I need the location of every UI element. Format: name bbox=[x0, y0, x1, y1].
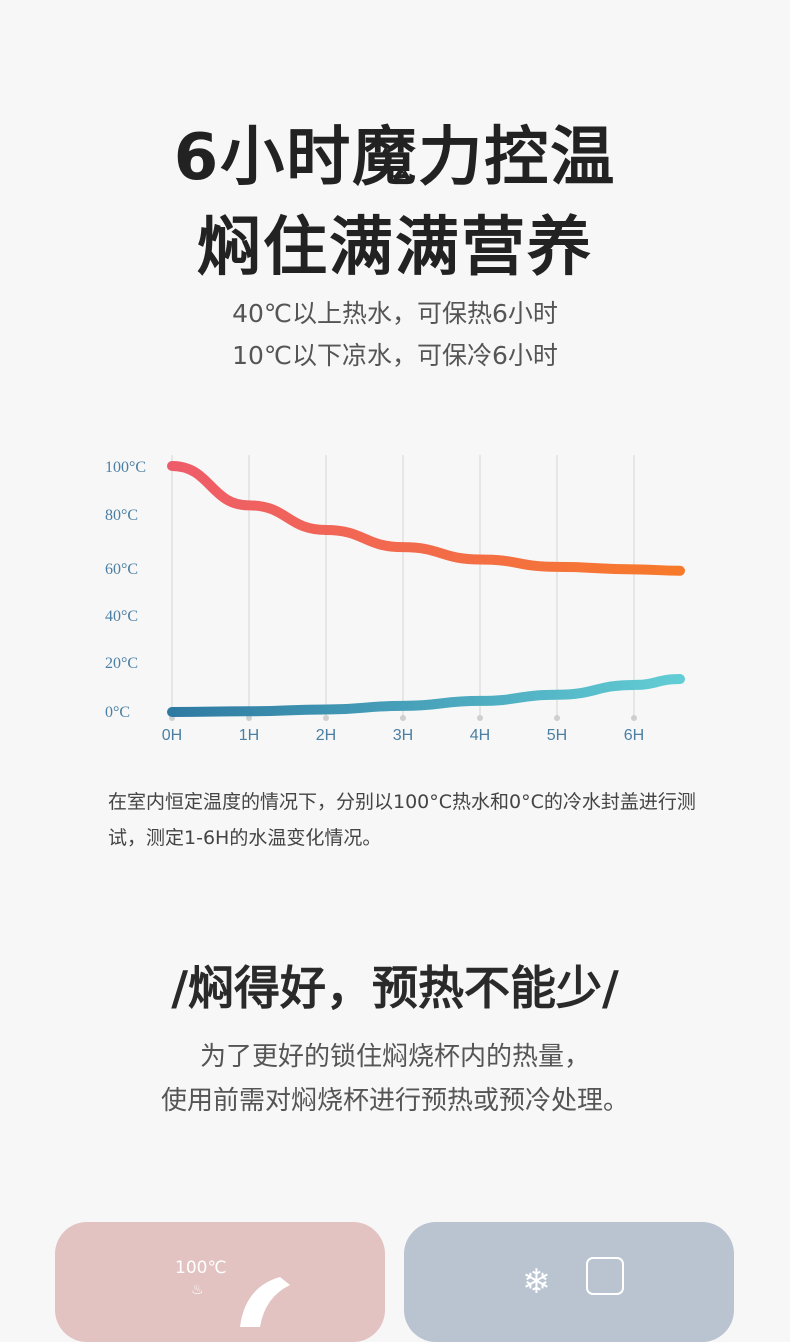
temperature-chart: 0H 1H 2H 3H 4H 5H 6H 100°C 80°C 60°C 40°C 20°C 0°C bbox=[105, 455, 685, 744]
x-tick-label: 0H bbox=[162, 727, 182, 744]
x-tick-label: 4H bbox=[470, 727, 490, 744]
x-tick-label: 5H bbox=[547, 727, 567, 744]
x-tick-dot bbox=[477, 715, 483, 721]
y-tick-label: 80°C bbox=[105, 507, 138, 524]
subtitle-line1: 40℃以上热水，可保热6小时 bbox=[232, 299, 558, 328]
page-title-line2: 焖住满满营养 bbox=[197, 211, 593, 285]
steam-icon: ♨ bbox=[191, 1282, 204, 1298]
x-tick-label: 1H bbox=[239, 727, 259, 744]
subtitle-line2: 10℃以下凉水，可保冷6小时 bbox=[232, 341, 558, 370]
cold-water-curve bbox=[167, 674, 685, 717]
y-tick-label: 40°C bbox=[105, 608, 138, 625]
y-tick-label: 20°C bbox=[105, 655, 138, 672]
hot-water-curve bbox=[167, 461, 685, 576]
test-note: 在室内恒定温度的情况下，分别以100°C热水和0°C的冷水封盖进行测试，测定1-… bbox=[108, 791, 696, 849]
page-title-line1: 6小时魔力控温 bbox=[173, 121, 617, 195]
section-text-line2: 使用前需对焖烧杯进行预热或预冷处理。 bbox=[160, 1086, 629, 1116]
hot-temperature-label: 100℃ bbox=[175, 1258, 227, 1278]
x-tick-dot bbox=[246, 715, 252, 721]
x-tick-dot bbox=[554, 715, 560, 721]
cup-icon bbox=[586, 1257, 624, 1295]
x-tick-dot bbox=[323, 715, 329, 721]
x-tick-dot bbox=[631, 715, 637, 721]
snowflake-icon: ❄ bbox=[522, 1262, 551, 1302]
x-tick-label: 2H bbox=[316, 727, 336, 744]
section-heading: /焖得好，预热不能少/ bbox=[171, 961, 619, 1015]
pour-water-icon bbox=[240, 1277, 290, 1327]
x-tick-label: 3H bbox=[393, 727, 413, 744]
section-text-line1: 为了更好的锁住焖烧杯内的热量， bbox=[199, 1042, 590, 1072]
y-tick-label: 0°C bbox=[105, 704, 130, 721]
precool-card: ❄ bbox=[404, 1222, 734, 1342]
y-tick-label: 100°C bbox=[105, 459, 146, 476]
y-tick-label: 60°C bbox=[105, 561, 138, 578]
preheat-card: 100℃ ♨ bbox=[55, 1222, 385, 1342]
x-tick-label: 6H bbox=[624, 727, 644, 744]
x-tick-dot bbox=[400, 715, 406, 721]
